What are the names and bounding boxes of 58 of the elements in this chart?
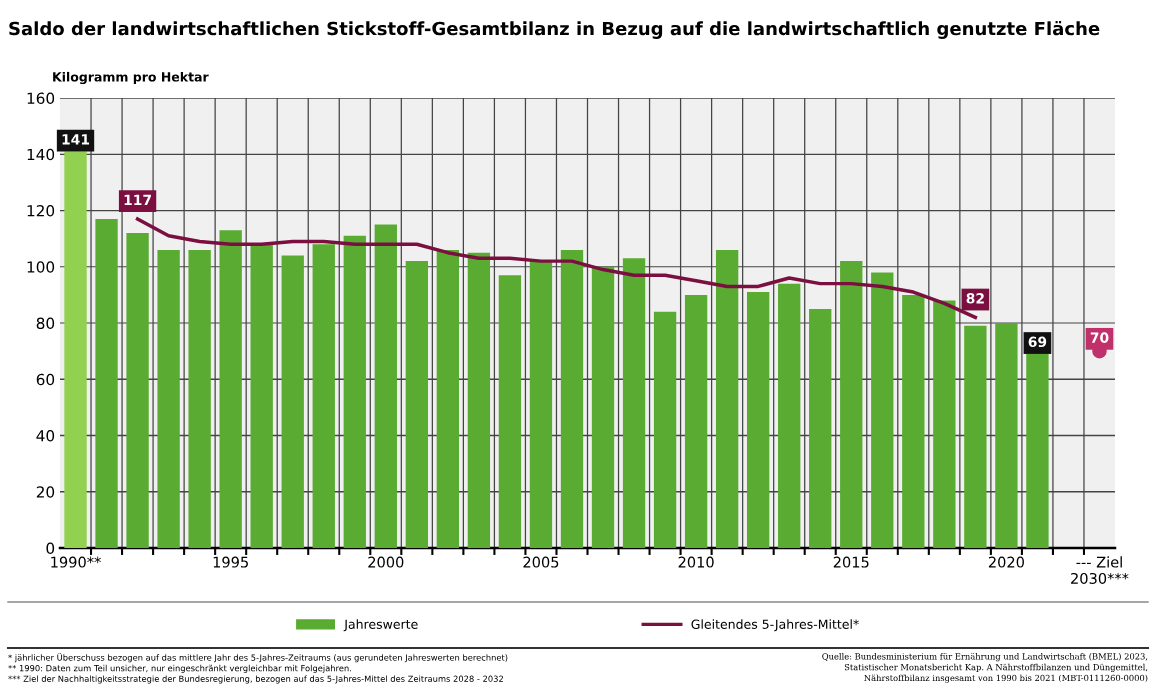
- y-tick-label: 40: [36, 429, 55, 442]
- data-label: 70: [1090, 332, 1109, 343]
- bar: [281, 255, 304, 548]
- bar: [840, 261, 863, 548]
- bar: [715, 249, 739, 548]
- source-note: Quelle: Bundesministerium für Ernährung und Landwirtschaft (BMEL) 2023, Statistischer Monatsbericht Kap. A Nährstoffbilanzen und Düngemittel, Nährstoffbilanz insgesamt von 1990 bis 2021 (MBT-0111260-0000): [822, 653, 1148, 683]
- data-label: 69: [1028, 336, 1047, 348]
- chart-title: Saldo der landwirtschaftlichen Stickstoff-Gesamtbilanz in Bezug auf die landwirtschaftlich genutzte Fläche: [9, 21, 1100, 39]
- y-axis-title: Kilogramm pro Hektar: [53, 71, 209, 85]
- bar: [871, 272, 894, 548]
- x-tick-label: --- Ziel 2030***: [1071, 556, 1129, 584]
- data-label: 82: [966, 293, 984, 304]
- bar: [684, 294, 708, 548]
- bar: [622, 258, 646, 548]
- x-tick-label: 2010: [678, 556, 714, 568]
- x-tick-label: 2000: [368, 556, 404, 568]
- x-tick-label: 2015: [833, 556, 869, 568]
- legend-label: Jahreswerte: [343, 619, 418, 632]
- y-tick-label: 140: [27, 148, 55, 161]
- bar: [778, 283, 801, 548]
- bar: [902, 294, 925, 548]
- x-tick-label: 1995: [213, 556, 248, 568]
- bar: [374, 224, 397, 548]
- bar: [964, 325, 987, 548]
- data-label: 117: [124, 194, 151, 205]
- bar: [436, 249, 460, 548]
- y-tick-label: 100: [27, 261, 55, 273]
- bar: [467, 252, 491, 548]
- data-label: 141: [62, 134, 90, 145]
- y-tick-label: 160: [27, 92, 55, 105]
- bar: [746, 292, 770, 548]
- bar: [809, 308, 832, 548]
- y-tick-label: 120: [27, 204, 55, 217]
- bar: [529, 261, 553, 548]
- bar: [250, 244, 273, 548]
- bar: [188, 249, 211, 548]
- text: * jährlicher Überschuss bezogen auf das mittlere Jahr des 5-Jahres-Zeitraums (aus gerundeten Jahreswerten berechnet) ** 1990: Daten zum Teil unsicher, nur eingeschränkt vergleichbar mit Folgejahren. *** Ziel der Nachhaltigkeitsstrategie der Bundesregierung, bezogen auf das 5-Jahres-Mittel des Zeitraums 2028 - 2032: [8, 653, 508, 684]
- legend-label: Gleitendes 5-Jahres-Mittel*: [691, 619, 859, 632]
- bar: [95, 218, 118, 548]
- bar: [653, 311, 677, 548]
- x-tick-label: 2005: [523, 556, 559, 568]
- bar: [995, 323, 1018, 548]
- bar: [591, 266, 615, 548]
- bar: [126, 233, 149, 548]
- x-tick-label: 2020: [988, 556, 1024, 568]
- bar: [219, 230, 242, 548]
- bar: [498, 275, 522, 548]
- y-tick-label: 20: [36, 486, 55, 498]
- y-tick-label: 60: [36, 373, 55, 386]
- bar: [933, 300, 956, 548]
- y-tick-label: 80: [36, 317, 55, 330]
- bar: [343, 235, 366, 548]
- y-tick-label: 0: [46, 542, 55, 555]
- x-tick-label: 1990**: [51, 556, 101, 568]
- bar: [405, 261, 429, 548]
- bar: [312, 244, 335, 548]
- bar: [157, 249, 180, 548]
- bar: [560, 249, 584, 548]
